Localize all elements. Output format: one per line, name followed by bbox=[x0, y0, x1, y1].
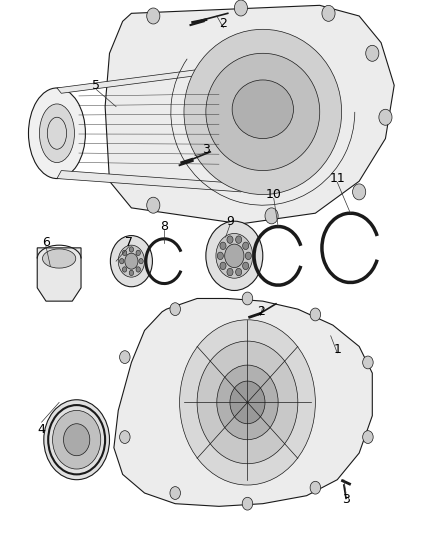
Circle shape bbox=[129, 247, 134, 252]
Text: 2: 2 bbox=[219, 18, 227, 30]
Circle shape bbox=[227, 236, 233, 244]
Circle shape bbox=[120, 431, 130, 443]
Circle shape bbox=[217, 252, 223, 260]
Ellipse shape bbox=[28, 88, 85, 179]
Ellipse shape bbox=[125, 253, 138, 269]
Circle shape bbox=[122, 267, 127, 272]
Text: 7: 7 bbox=[125, 236, 133, 249]
Text: 3: 3 bbox=[342, 494, 350, 506]
Circle shape bbox=[243, 262, 249, 270]
Circle shape bbox=[136, 267, 141, 272]
Ellipse shape bbox=[206, 221, 263, 290]
Circle shape bbox=[227, 268, 233, 276]
Text: 10: 10 bbox=[266, 188, 282, 201]
Ellipse shape bbox=[230, 381, 265, 424]
Ellipse shape bbox=[180, 320, 315, 485]
Circle shape bbox=[236, 236, 242, 244]
Text: 6: 6 bbox=[42, 236, 50, 249]
Ellipse shape bbox=[44, 400, 110, 480]
Circle shape bbox=[170, 487, 180, 499]
Text: 3: 3 bbox=[202, 143, 210, 156]
Ellipse shape bbox=[64, 424, 90, 456]
Polygon shape bbox=[105, 5, 394, 224]
Ellipse shape bbox=[184, 29, 342, 195]
Ellipse shape bbox=[53, 410, 101, 469]
Polygon shape bbox=[37, 248, 81, 301]
Text: 11: 11 bbox=[329, 172, 345, 185]
Text: 1: 1 bbox=[333, 343, 341, 356]
Ellipse shape bbox=[110, 236, 152, 287]
Ellipse shape bbox=[206, 53, 320, 171]
Circle shape bbox=[120, 259, 124, 264]
Circle shape bbox=[310, 308, 321, 321]
Ellipse shape bbox=[118, 245, 145, 277]
Circle shape bbox=[243, 242, 249, 249]
Circle shape bbox=[220, 262, 226, 270]
Ellipse shape bbox=[197, 341, 298, 464]
Circle shape bbox=[379, 109, 392, 125]
Circle shape bbox=[220, 242, 226, 249]
Circle shape bbox=[234, 0, 247, 16]
Circle shape bbox=[147, 197, 160, 213]
Text: 4: 4 bbox=[38, 423, 46, 435]
Circle shape bbox=[236, 268, 242, 276]
Text: 2: 2 bbox=[257, 305, 265, 318]
Circle shape bbox=[363, 431, 373, 443]
Circle shape bbox=[136, 250, 141, 255]
Polygon shape bbox=[57, 64, 245, 93]
Polygon shape bbox=[57, 171, 245, 192]
Circle shape bbox=[242, 497, 253, 510]
Circle shape bbox=[242, 292, 253, 305]
Ellipse shape bbox=[39, 104, 74, 163]
Ellipse shape bbox=[232, 80, 293, 139]
Circle shape bbox=[245, 252, 251, 260]
Circle shape bbox=[139, 259, 143, 264]
Ellipse shape bbox=[216, 233, 253, 278]
Ellipse shape bbox=[217, 365, 278, 440]
Circle shape bbox=[363, 356, 373, 369]
Circle shape bbox=[129, 270, 134, 276]
Text: 9: 9 bbox=[226, 215, 234, 228]
Circle shape bbox=[147, 8, 160, 24]
Circle shape bbox=[353, 184, 366, 200]
Text: 5: 5 bbox=[92, 79, 100, 92]
Polygon shape bbox=[114, 298, 372, 506]
Ellipse shape bbox=[225, 244, 244, 268]
Ellipse shape bbox=[42, 249, 76, 268]
Text: 8: 8 bbox=[160, 220, 168, 233]
Circle shape bbox=[322, 5, 335, 21]
Circle shape bbox=[265, 208, 278, 224]
Circle shape bbox=[366, 45, 379, 61]
Circle shape bbox=[170, 303, 180, 316]
Circle shape bbox=[120, 351, 130, 364]
Circle shape bbox=[122, 250, 127, 255]
Circle shape bbox=[310, 481, 321, 494]
